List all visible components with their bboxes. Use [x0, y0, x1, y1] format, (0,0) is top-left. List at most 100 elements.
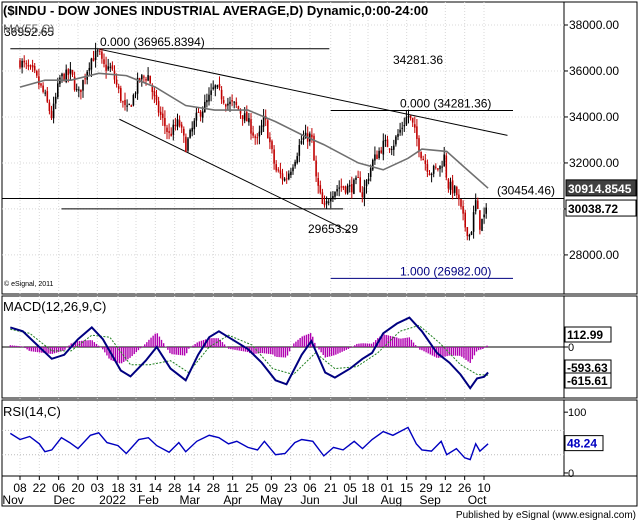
point-label: 36952.65: [4, 25, 54, 39]
macd-line: [10, 316, 489, 390]
x-day-label: 01: [381, 481, 395, 495]
candle-body: [271, 141, 273, 150]
candle-body: [29, 65, 32, 67]
candle-body: [422, 158, 424, 161]
candle-body: [437, 168, 439, 170]
candle-body: [447, 179, 450, 189]
candle-body: [96, 50, 99, 52]
candle-body: [380, 150, 382, 153]
candle-body: [124, 99, 126, 106]
candle-body: [395, 136, 397, 145]
candle-body: [382, 140, 385, 155]
x-day-label: 25: [245, 481, 259, 495]
candle-body: [197, 111, 200, 113]
candle-body: [258, 131, 261, 137]
candle-body: [273, 149, 275, 164]
candle-body: [206, 100, 208, 103]
x-day-label: 10: [477, 481, 491, 495]
y-tick-label: 36000.00: [569, 64, 619, 78]
candle-body: [191, 127, 193, 132]
candle-body: [229, 101, 231, 105]
candle-body: [393, 145, 395, 150]
x-axis-frame: [1, 475, 638, 507]
candle-body: [101, 51, 103, 59]
candle-body: [204, 101, 206, 113]
candle-body: [143, 76, 145, 78]
candle-body: [44, 92, 46, 94]
candle-body: [353, 179, 355, 194]
candle-body: [319, 185, 322, 193]
price-tag-box: [565, 199, 637, 217]
candle-body: [374, 154, 376, 161]
x-month-label: Dec: [54, 493, 75, 507]
rsi-title: RSI(14,C): [3, 404, 61, 419]
candle-body: [367, 178, 370, 181]
candle-body: [159, 111, 162, 115]
x-day-label: 21: [324, 481, 338, 495]
candle-body: [103, 59, 105, 64]
candle-body: [193, 120, 196, 130]
candle-body: [122, 101, 124, 103]
candle-body: [141, 75, 143, 80]
macd-value-tag-label: 112.99: [567, 328, 603, 342]
candle-body: [283, 178, 286, 181]
x-day-label: 26: [458, 481, 472, 495]
candle-body: [468, 234, 471, 237]
candle-body: [88, 67, 91, 71]
rsi-value-tag-label: 48.24: [567, 437, 597, 451]
candle-body: [71, 69, 74, 75]
candle-body: [432, 166, 435, 174]
grid-lines: [19, 2, 485, 476]
chart-title: ($INDU - DOW JONES INDUSTRIAL AVERAGE,D)…: [3, 3, 428, 18]
candle-body: [99, 50, 101, 52]
candle-body: [73, 76, 76, 90]
candle-body: [75, 89, 78, 91]
candle-body: [252, 132, 254, 136]
fib-label: 0.000 (36965.8394): [100, 35, 205, 49]
candle-body: [80, 89, 82, 93]
candle-body: [27, 64, 30, 67]
candle-body: [325, 200, 328, 204]
candle-body: [285, 178, 288, 180]
candle-body: [40, 83, 42, 86]
candle-body: [63, 73, 65, 82]
copyright-label: © eSignal, 2011: [4, 280, 54, 288]
candle-body: [183, 128, 185, 136]
candle-body: [346, 185, 349, 194]
x-day-label: 28: [168, 481, 182, 495]
candle-body: [50, 110, 53, 119]
candle-body: [117, 86, 120, 89]
candle-body: [361, 192, 364, 197]
candle-body: [279, 170, 282, 174]
candle-body: [214, 85, 217, 89]
candle-body: [439, 165, 441, 170]
candle-body: [120, 88, 122, 102]
candle-body: [262, 115, 265, 127]
candle-body: [363, 187, 366, 199]
candle-body: [456, 186, 458, 196]
x-month-label: Apr: [223, 493, 242, 507]
candle-body: [327, 201, 330, 203]
candle-body: [288, 173, 290, 180]
fib-label: 0.000 (34281.36): [400, 96, 491, 110]
candle-body: [443, 154, 445, 167]
rsi-tick-label: 100: [568, 407, 586, 419]
candle-body: [210, 90, 212, 95]
candle-body: [300, 140, 303, 144]
candle-body: [426, 164, 429, 172]
price-panel: 38000.0036000.0034000.0032000.0030000.00…: [2, 18, 637, 279]
candle-body: [416, 126, 418, 139]
candle-body: [355, 177, 357, 180]
candle-body: [130, 105, 133, 107]
candle-body: [166, 127, 168, 132]
x-month-label: Oct: [468, 493, 487, 507]
candle-body: [298, 145, 301, 156]
x-day-label: 03: [91, 481, 105, 495]
candle-body: [92, 58, 95, 62]
x-month-label: May: [260, 493, 283, 507]
candle-body: [208, 94, 210, 102]
candle-body: [19, 60, 21, 68]
candle-body: [239, 109, 242, 114]
candle-body: [176, 119, 179, 127]
